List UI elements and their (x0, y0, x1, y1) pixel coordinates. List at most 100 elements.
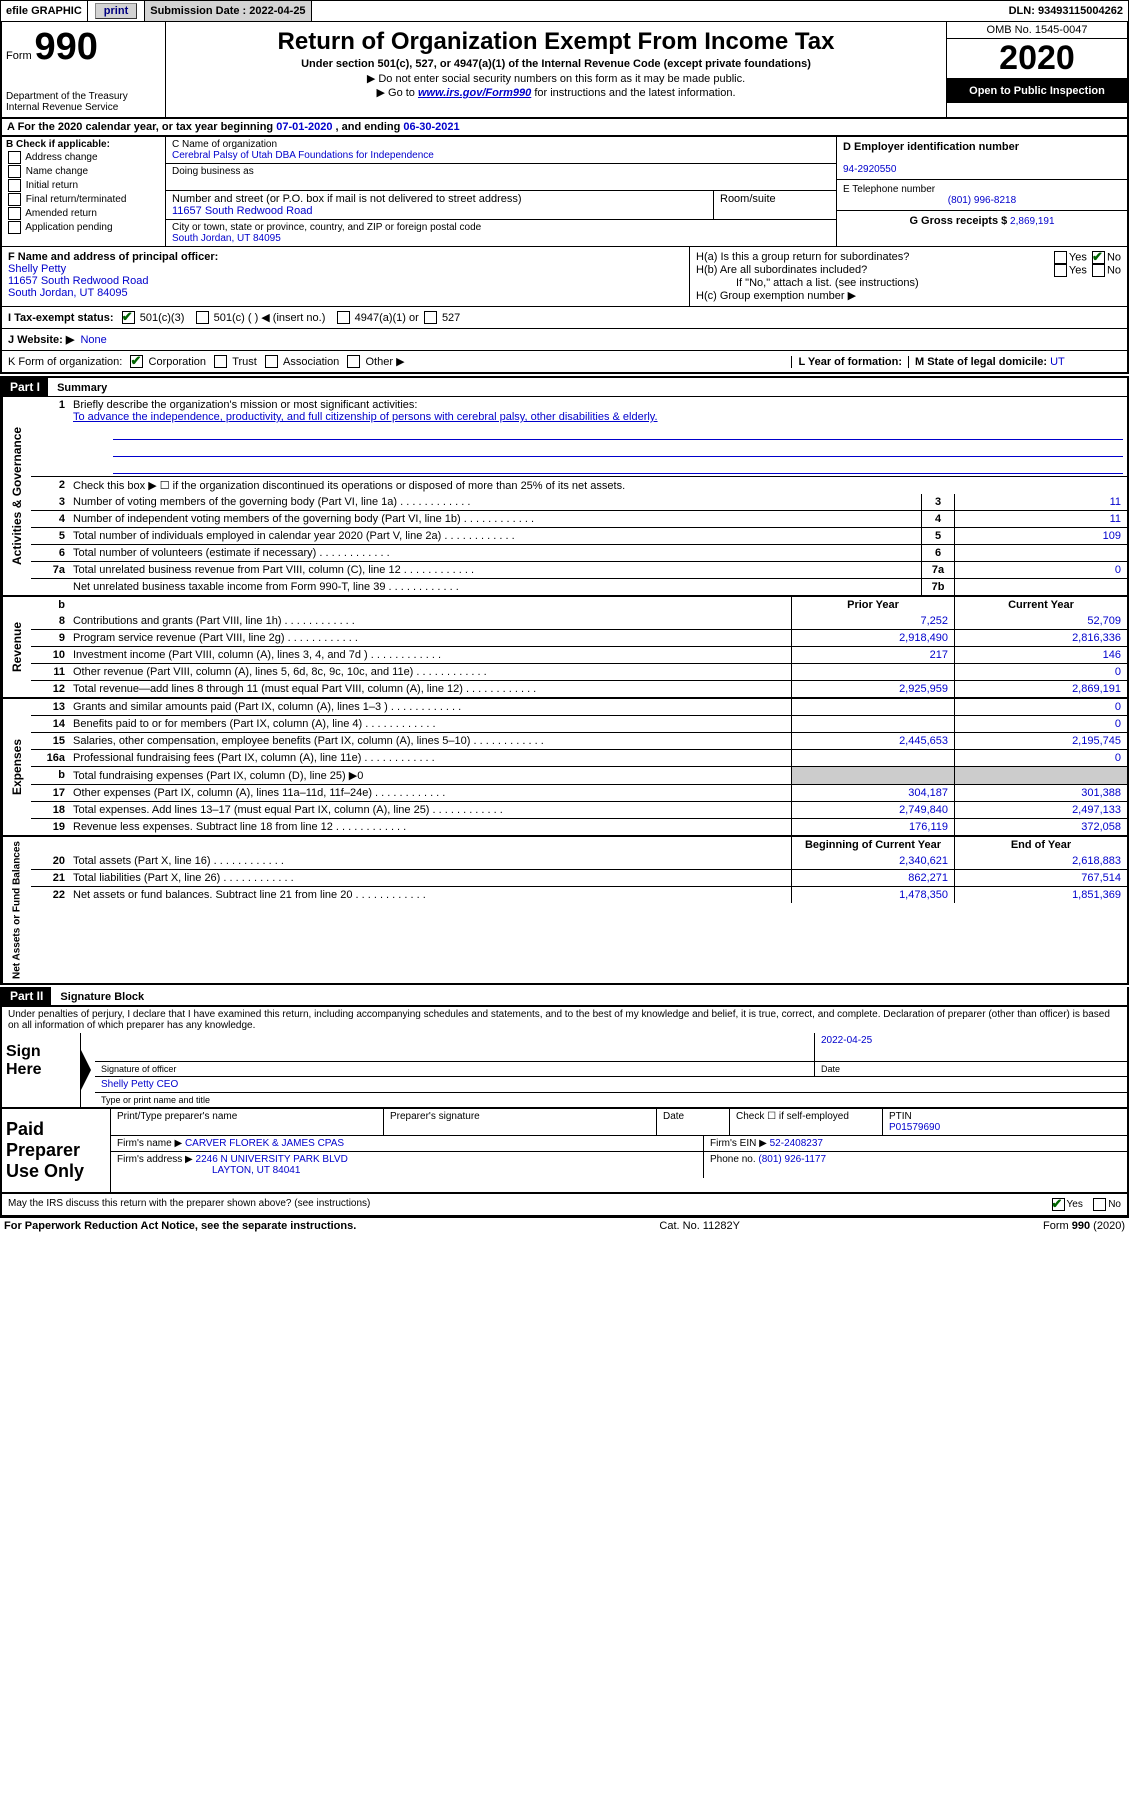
self-employed-check: Check ☐ if self-employed (730, 1109, 883, 1135)
preparer-date: Date (657, 1109, 730, 1135)
omb-number: OMB No. 1545-0047 (947, 22, 1127, 39)
table-row: 6Total number of volunteers (estimate if… (31, 544, 1127, 561)
tax-year: 2020 (947, 39, 1127, 79)
row-k: K Form of organization: Corporation Trus… (0, 350, 1129, 374)
table-row: 7aTotal unrelated business revenue from … (31, 561, 1127, 578)
table-row: 22Net assets or fund balances. Subtract … (31, 886, 1127, 903)
table-row: 11Other revenue (Part VIII, column (A), … (31, 663, 1127, 680)
city-value: South Jordan, UT 84095 (172, 233, 830, 244)
row-i: I Tax-exempt status: 501(c)(3) 501(c) ( … (0, 306, 1129, 328)
suite-label: Room/suite (714, 191, 836, 219)
opt-initial-return: Initial return (6, 179, 161, 192)
revenue-block: Revenue b Prior Year Current Year 8Contr… (0, 597, 1129, 699)
officer-typed-name: Shelly Petty CEO (95, 1077, 1127, 1092)
opt-final-return: Final return/terminated (6, 193, 161, 206)
table-row: 21Total liabilities (Part X, line 26)862… (31, 869, 1127, 886)
revenue-tab: Revenue (2, 597, 31, 697)
form-header: Form 990 Department of the Treasury Inte… (0, 22, 1129, 119)
city-label: City or town, state or province, country… (172, 222, 830, 233)
dln-cell: DLN: 93493115004262 (1004, 1, 1128, 21)
form-subtitle: Under section 501(c), 527, or 4947(a)(1)… (170, 58, 942, 70)
table-row: 16aProfessional fundraising fees (Part I… (31, 749, 1127, 766)
dept-label: Department of the Treasury (6, 91, 161, 102)
table-row: 19Revenue less expenses. Subtract line 1… (31, 818, 1127, 835)
instr-2: ▶ Go to www.irs.gov/Form990 for instruct… (170, 86, 942, 99)
opt-pending: Application pending (6, 221, 161, 234)
part-1-header: Part I Summary (0, 376, 1129, 397)
firm-address-cell: Firm's address ▶ 2246 N UNIVERSITY PARK … (111, 1152, 704, 1178)
c-label: C Name of organization (172, 139, 830, 150)
discuss-answer: Yes No (1050, 1198, 1121, 1211)
d-label: D Employer identification number (843, 141, 1019, 153)
b-label: B Check if applicable: (6, 139, 110, 150)
firm-name-cell: Firm's name ▶ CARVER FLOREK & JAMES CPAS (111, 1136, 704, 1151)
irs-label: Internal Revenue Service (6, 102, 161, 113)
dba-label: Doing business as (172, 166, 830, 177)
street-label: Number and street (or P.O. box if mail i… (172, 193, 707, 205)
table-row: 18Total expenses. Add lines 13–17 (must … (31, 801, 1127, 818)
top-bar: efile GRAPHIC print Submission Date : 20… (0, 0, 1129, 22)
row-j: J Website: ▶ None (0, 328, 1129, 350)
firm-phone-cell: Phone no. (801) 926-1177 (704, 1152, 1127, 1178)
net-assets-tab: Net Assets or Fund Balances (2, 837, 31, 983)
e-label: E Telephone number (843, 184, 935, 195)
footer: For Paperwork Reduction Act Notice, see … (0, 1218, 1129, 1234)
opt-amended: Amended return (6, 207, 161, 220)
signature-arrow-icon (81, 1050, 91, 1090)
section-b-through-g: B Check if applicable: Address change Na… (0, 137, 1129, 246)
sig-date-label: Date (815, 1062, 1127, 1076)
sig-date-value: 2022-04-25 (815, 1033, 1127, 1061)
declaration-text: Under penalties of perjury, I declare th… (0, 1006, 1129, 1033)
h-note: If "No," attach a list. (see instruction… (696, 277, 1121, 289)
phone-value: (801) 996-8218 (843, 195, 1121, 206)
table-row: Net unrelated business taxable income fr… (31, 578, 1127, 595)
org-name: Cerebral Palsy of Utah DBA Foundations f… (172, 150, 830, 161)
table-row: 15Salaries, other compensation, employee… (31, 732, 1127, 749)
type-name-label: Type or print name and title (95, 1093, 1127, 1107)
gross-receipts: 2,869,191 (1010, 216, 1055, 227)
hc-label: H(c) Group exemption number ▶ (696, 289, 1121, 302)
table-row: 3Number of voting members of the governi… (31, 494, 1127, 510)
sig-officer-field[interactable] (95, 1033, 815, 1061)
firm-ein-cell: Firm's EIN ▶ 52-2408237 (704, 1136, 1127, 1151)
instr-1: ▶ Do not enter social security numbers o… (170, 72, 942, 85)
sign-here-label: Sign Here (2, 1033, 81, 1107)
table-row: bTotal fundraising expenses (Part IX, co… (31, 766, 1127, 784)
table-row: 10Investment income (Part VIII, column (… (31, 646, 1127, 663)
table-row: 13Grants and similar amounts paid (Part … (31, 699, 1127, 715)
form-title: Return of Organization Exempt From Incom… (170, 28, 942, 56)
begin-year-header: Beginning of Current Year (791, 837, 954, 853)
street-value: 11657 South Redwood Road (172, 205, 707, 217)
net-assets-block: Net Assets or Fund Balances Beginning of… (0, 837, 1129, 985)
open-to-public: Open to Public Inspection (947, 79, 1127, 103)
prior-year-header: Prior Year (791, 597, 954, 613)
table-row: 9Program service revenue (Part VIII, lin… (31, 629, 1127, 646)
end-year-header: End of Year (954, 837, 1127, 853)
form-prefix: Form (6, 50, 32, 62)
print-button[interactable]: print (95, 3, 137, 19)
table-row: 17Other expenses (Part IX, column (A), l… (31, 784, 1127, 801)
f-label: F Name and address of principal officer: (8, 251, 218, 263)
officer-name: Shelly Petty (8, 263, 66, 275)
ein-value: 94-2920550 (843, 164, 896, 175)
table-row: 4Number of independent voting members of… (31, 510, 1127, 527)
discuss-question: May the IRS discuss this return with the… (8, 1198, 370, 1211)
preparer-signature: Preparer's signature (384, 1109, 657, 1135)
officer-addr2: South Jordan, UT 84095 (8, 287, 128, 299)
line-2: Check this box ▶ ☐ if the organization d… (69, 477, 1127, 494)
table-row: 8Contributions and grants (Part VIII, li… (31, 613, 1127, 629)
current-year-header: Current Year (954, 597, 1127, 613)
submission-date-cell: Submission Date : 2022-04-25 (145, 1, 311, 21)
signature-block: Sign Here 2022-04-25 Signature of office… (0, 1033, 1129, 1218)
part-2-header: Part II Signature Block (0, 987, 1129, 1006)
hb-label: H(b) Are all subordinates included? (696, 264, 867, 277)
ha-label: H(a) Is this a group return for subordin… (696, 251, 909, 264)
table-row: 20Total assets (Part X, line 16)2,340,62… (31, 853, 1127, 869)
paid-preparer-label: Paid Preparer Use Only (2, 1109, 111, 1192)
instructions-link[interactable]: www.irs.gov/Form990 (418, 87, 531, 99)
table-row: 12Total revenue—add lines 8 through 11 (… (31, 680, 1127, 697)
expenses-tab: Expenses (2, 699, 31, 835)
opt-address-change: Address change (6, 151, 161, 164)
mission-text: To advance the independence, productivit… (73, 411, 658, 423)
table-row: 14Benefits paid to or for members (Part … (31, 715, 1127, 732)
